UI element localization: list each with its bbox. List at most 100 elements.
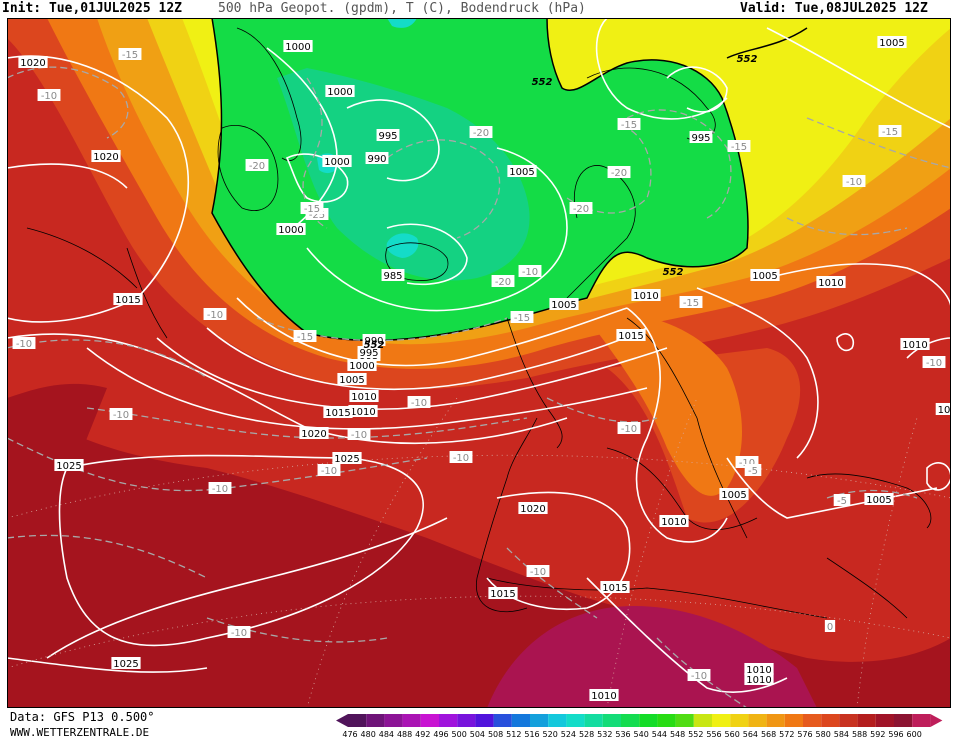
graticule bbox=[7, 397, 951, 708]
scale-value: 520 bbox=[543, 730, 558, 739]
svg-text:-15: -15 bbox=[683, 298, 699, 309]
svg-text:552: 552 bbox=[532, 77, 553, 88]
scale-value: 512 bbox=[506, 730, 521, 739]
temperature-label: -10 bbox=[922, 356, 946, 369]
scale-cell bbox=[857, 714, 876, 727]
svg-text:1010: 1010 bbox=[746, 675, 771, 686]
temperature-label: -15 bbox=[118, 48, 142, 61]
temperature-lines bbox=[7, 66, 951, 708]
scale-value: 548 bbox=[670, 730, 685, 739]
svg-text:-15: -15 bbox=[514, 313, 530, 324]
isobar-label: 10 bbox=[935, 403, 951, 416]
scale-value: 488 bbox=[397, 730, 412, 739]
temperature-label: -10 bbox=[842, 175, 866, 188]
svg-text:-10: -10 bbox=[321, 466, 337, 477]
svg-text:-10: -10 bbox=[621, 424, 637, 435]
scale-cell bbox=[475, 714, 494, 727]
svg-text:1015: 1015 bbox=[115, 295, 140, 306]
scale-arrow-right bbox=[930, 714, 943, 727]
scale-value: 584 bbox=[834, 730, 849, 739]
svg-text:-10: -10 bbox=[691, 671, 707, 682]
svg-text:1010: 1010 bbox=[351, 392, 376, 403]
svg-text:-5: -5 bbox=[748, 466, 758, 477]
svg-text:1020: 1020 bbox=[301, 429, 326, 440]
isobar-label: 1005 bbox=[877, 36, 907, 49]
scale-cell bbox=[402, 714, 421, 727]
temperature-label: 0 bbox=[824, 620, 836, 633]
svg-text:-10: -10 bbox=[16, 339, 32, 350]
isobar-label: 995 bbox=[357, 346, 381, 359]
scale-value: 504 bbox=[470, 730, 485, 739]
isobar-label: 990 bbox=[362, 334, 386, 347]
svg-text:-15: -15 bbox=[122, 50, 138, 61]
svg-text:1025: 1025 bbox=[334, 454, 359, 465]
svg-text:1000: 1000 bbox=[349, 361, 374, 372]
temperature-label: -10 bbox=[526, 565, 550, 578]
svg-text:1015: 1015 bbox=[618, 331, 643, 342]
svg-text:-10: -10 bbox=[231, 628, 247, 639]
scale-value: 564 bbox=[743, 730, 758, 739]
field-green-mid bbox=[277, 68, 530, 281]
svg-text:1015: 1015 bbox=[490, 589, 515, 600]
svg-text:-20: -20 bbox=[249, 161, 265, 172]
temperature-label: -15 bbox=[878, 125, 902, 138]
scale-cell bbox=[530, 714, 549, 727]
scale-value: 480 bbox=[361, 730, 376, 739]
svg-text:-5: -5 bbox=[837, 496, 847, 507]
svg-text:1000: 1000 bbox=[278, 225, 303, 236]
temperature-label: -10 bbox=[449, 451, 473, 464]
svg-text:552: 552 bbox=[663, 267, 684, 278]
scale-value: 492 bbox=[415, 730, 430, 739]
svg-text:-10: -10 bbox=[846, 177, 862, 188]
temperature-label: -10 bbox=[12, 337, 36, 350]
temperature-label: -15 bbox=[293, 330, 317, 343]
svg-text:1010: 1010 bbox=[633, 291, 658, 302]
isobar-label: 1010 bbox=[816, 276, 846, 289]
contour-552-ne bbox=[726, 27, 808, 59]
isobar-label: 1005 bbox=[750, 269, 780, 282]
field-orange-central bbox=[587, 313, 742, 496]
isobar-label: 1010 bbox=[349, 390, 379, 403]
isobar-label: 985 bbox=[381, 269, 405, 282]
scale-value: 568 bbox=[761, 730, 776, 739]
isobar-label: 1000 bbox=[322, 155, 352, 168]
temperature-label: -10 bbox=[687, 669, 711, 682]
svg-text:-20: -20 bbox=[611, 168, 627, 179]
isobar-label: 1010 bbox=[900, 338, 930, 351]
svg-text:-10: -10 bbox=[351, 430, 367, 441]
svg-text:1005: 1005 bbox=[551, 300, 576, 311]
map-title: 500 hPa Geopot. (gpdm), T (C), Bodendruc… bbox=[218, 1, 586, 16]
scale-cell bbox=[766, 714, 785, 727]
isobar-label: 1005 bbox=[864, 493, 894, 506]
temperature-label: -10 bbox=[617, 422, 641, 435]
scale-cell bbox=[639, 714, 658, 727]
svg-text:-10: -10 bbox=[41, 91, 57, 102]
color-scale-bar: 476 480 484 488 492 496 500 504 508 512 516 520 524 5… bbox=[336, 714, 943, 739]
scale-value: 556 bbox=[706, 730, 721, 739]
scale-arrow-left bbox=[336, 714, 348, 727]
svg-text:-15: -15 bbox=[731, 142, 747, 153]
svg-text:995: 995 bbox=[691, 133, 710, 144]
geopotential-label: 552 bbox=[364, 340, 385, 351]
scale-cell bbox=[803, 714, 822, 727]
isobar-label: 1010 bbox=[744, 663, 774, 676]
scale-value: 572 bbox=[779, 730, 794, 739]
temperature-label: -10 bbox=[518, 265, 542, 278]
temperature-label: -5 bbox=[833, 494, 851, 507]
scale-value: 552 bbox=[688, 730, 703, 739]
svg-text:0: 0 bbox=[827, 622, 833, 633]
isobar-label: 1005 bbox=[719, 488, 749, 501]
scale-cell bbox=[457, 714, 476, 727]
temperature-label: -20 bbox=[569, 202, 593, 215]
scale-cell bbox=[912, 714, 931, 727]
isobar-label: 1015 bbox=[600, 581, 630, 594]
temperature-label: -10 bbox=[208, 482, 232, 495]
scale-value: 524 bbox=[561, 730, 576, 739]
svg-text:-15: -15 bbox=[297, 332, 313, 343]
scale-value: 596 bbox=[888, 730, 903, 739]
isobar-label: 1015 bbox=[488, 587, 518, 600]
svg-text:-10: -10 bbox=[113, 410, 129, 421]
temperature-label: -10 bbox=[37, 89, 61, 102]
